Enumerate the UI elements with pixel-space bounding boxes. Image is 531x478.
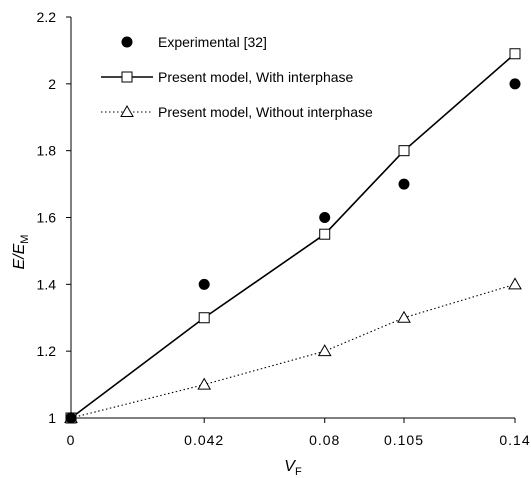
y-tick-label: 1.8 xyxy=(37,143,57,159)
series-line xyxy=(70,283,516,419)
chart-marks xyxy=(64,48,522,424)
legend-item: Present model, With interphase xyxy=(101,69,354,85)
x-axis-title: VF xyxy=(284,458,302,478)
x-tick-label: 0 xyxy=(67,432,76,448)
data-point xyxy=(398,145,410,157)
x-tick-label: 0.08 xyxy=(309,432,340,448)
x-axis-title-main: V xyxy=(284,458,296,475)
data-point xyxy=(198,312,210,324)
data-point xyxy=(197,377,212,390)
y-tick-label: 1.2 xyxy=(37,343,57,359)
data-point xyxy=(398,178,410,190)
y-tick-label: 2.2 xyxy=(37,9,57,25)
x-tick-label: 0.14 xyxy=(499,432,530,448)
y-tick-label: 1.6 xyxy=(37,210,57,226)
y-axis-title: E/EM xyxy=(11,235,31,270)
x-tick-label: 0.042 xyxy=(184,432,224,448)
data-point xyxy=(509,78,521,90)
legend-label: Present model, With interphase xyxy=(158,69,354,85)
y-tick-label: 2 xyxy=(48,76,56,92)
axes: 1 1.2 1.4 1.6 1.8 2 2.2 0 0.042 0.08 0.105 0.14 xyxy=(37,9,530,448)
legend-item: Experimental [32] xyxy=(121,34,267,50)
data-point xyxy=(65,412,77,424)
legend-label: Experimental [32] xyxy=(158,34,267,50)
x-axis-title-sub: F xyxy=(295,466,302,478)
legend-marker xyxy=(121,71,133,83)
data-point xyxy=(397,310,411,323)
legend-item: Present model, Without interphase xyxy=(101,104,373,120)
data-point xyxy=(198,278,210,290)
series-0 xyxy=(65,78,521,424)
y-tick-label: 1.4 xyxy=(37,276,57,292)
legend: Experimental [32] Present model, With int… xyxy=(101,34,373,120)
data-point xyxy=(319,212,331,223)
x-tick-label: 0.105 xyxy=(384,432,424,448)
data-point xyxy=(508,277,522,290)
legend-marker xyxy=(120,104,134,117)
legend-marker xyxy=(121,36,133,48)
y-axis-title-main: E/E xyxy=(11,243,28,269)
y-tick-label: 1 xyxy=(48,410,56,426)
data-point xyxy=(509,48,521,60)
y-axis-title-sub: M xyxy=(19,235,31,244)
legend-label: Present model, Without interphase xyxy=(158,104,373,120)
series-2 xyxy=(64,277,522,423)
data-point xyxy=(317,344,332,357)
data-point xyxy=(319,228,331,240)
